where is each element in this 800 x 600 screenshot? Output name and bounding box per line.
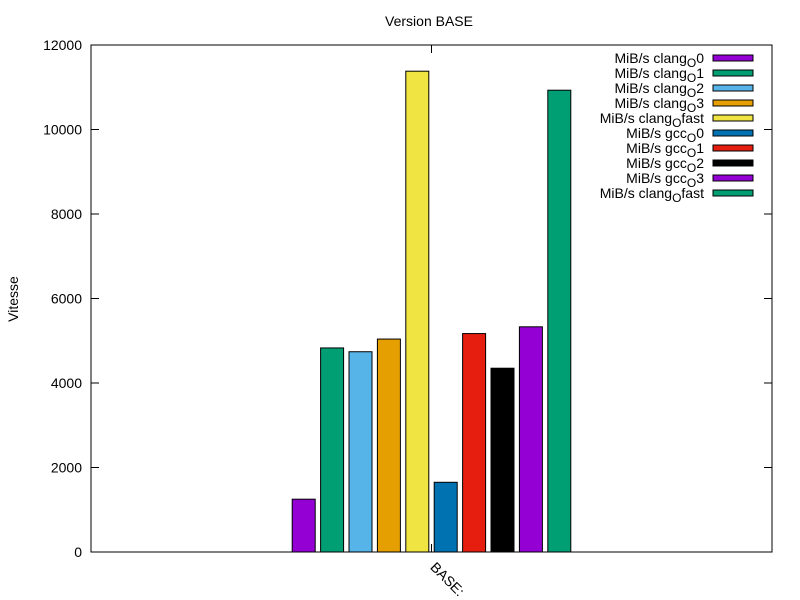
- legend-swatch: [712, 144, 754, 152]
- legend-label: MiB/s gccO3: [626, 170, 704, 190]
- legend-swatch: [712, 159, 754, 167]
- legend-label: MiB/s gccO1: [626, 140, 704, 160]
- bar-series: [291, 70, 572, 553]
- legend-label: MiB/s clangO2: [615, 80, 705, 100]
- legend-label: MiB/s clangO3: [615, 95, 705, 115]
- y-tick-label: 10000: [43, 122, 82, 138]
- legend-item: MiB/s gccO0: [626, 125, 754, 145]
- y-axis-ticks: 0 2000 4000 6000 8000 10000 12000: [43, 37, 772, 560]
- legend-item: MiB/s gccO2: [626, 155, 754, 175]
- y-tick-label: 12000: [43, 37, 82, 53]
- legend-item: MiB/s clangOfast: [600, 185, 754, 205]
- legend-swatch: [712, 114, 754, 122]
- legend-swatch: [712, 54, 754, 62]
- legend-label: MiB/s clangOfast: [600, 185, 704, 205]
- legend-label: MiB/s gccO2: [626, 155, 704, 175]
- bar: [490, 367, 515, 553]
- y-axis-label: Vitesse: [5, 276, 21, 322]
- bar: [462, 333, 487, 553]
- chart-title: Version BASE: [385, 13, 473, 29]
- legend-swatch: [712, 189, 754, 197]
- y-tick-label: 6000: [51, 291, 82, 307]
- bar: [376, 338, 401, 553]
- legend-item: MiB/s gccO3: [626, 170, 754, 190]
- y-tick-label: 4000: [51, 375, 82, 391]
- bar: [433, 481, 458, 553]
- bar: [348, 351, 373, 553]
- bar: [547, 89, 572, 553]
- legend-item: MiB/s clangO2: [615, 80, 754, 100]
- legend-label: MiB/s clangO0: [615, 50, 705, 70]
- bar: [405, 70, 430, 553]
- legend-swatch: [712, 174, 754, 182]
- legend-label: MiB/s gccO0: [626, 125, 704, 145]
- bar: [291, 498, 316, 553]
- legend-item: MiB/s clangO0: [615, 50, 754, 70]
- y-tick-label: 8000: [51, 206, 82, 222]
- legend-swatch: [712, 129, 754, 137]
- bar: [518, 326, 543, 553]
- legend-swatch: [712, 84, 754, 92]
- legend-item: MiB/s gccO1: [626, 140, 754, 160]
- legend-label: MiB/s clangO1: [615, 65, 705, 85]
- legend-label: MiB/s clangOfast: [600, 110, 704, 130]
- legend-swatch: [712, 99, 754, 107]
- y-tick-label: 0: [74, 544, 82, 560]
- y-tick-label: 2000: [51, 460, 82, 476]
- legend-swatch: [712, 69, 754, 77]
- legend-item: MiB/s clangO3: [615, 95, 754, 115]
- legend-item: MiB/s clangO1: [615, 65, 754, 85]
- legend-item: MiB/s clangOfast: [600, 110, 754, 130]
- bar: [320, 347, 345, 553]
- x-tick-label: BASE:: [427, 559, 467, 599]
